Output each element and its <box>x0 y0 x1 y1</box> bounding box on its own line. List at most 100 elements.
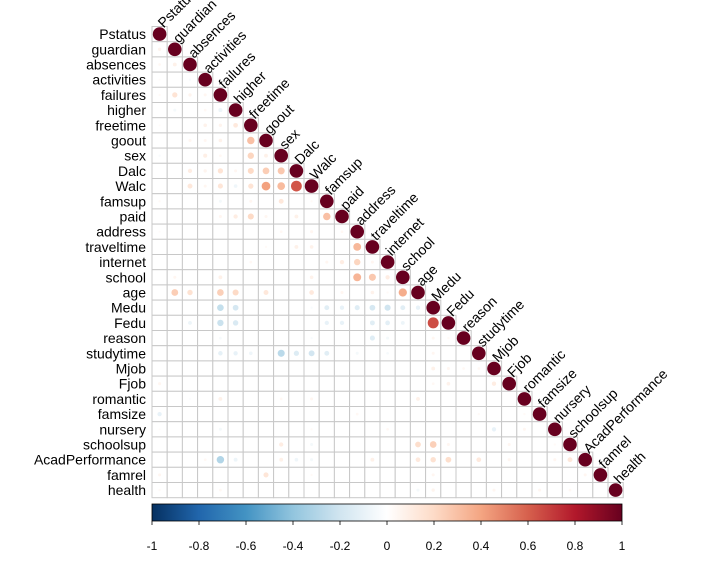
correlation-point <box>487 361 501 376</box>
grid-cell <box>303 406 320 423</box>
correlation-point <box>491 381 497 386</box>
grid-cell <box>394 375 411 392</box>
correlation-point <box>158 154 161 157</box>
grid-cell <box>516 466 533 483</box>
correlation-point <box>310 230 314 234</box>
correlation-point <box>324 320 329 326</box>
grid-cell <box>227 254 244 271</box>
grid-cell <box>151 451 168 468</box>
grid-cell <box>181 299 199 316</box>
grid-cell <box>531 451 548 468</box>
grid-cell <box>333 345 351 362</box>
correlation-point <box>233 184 238 188</box>
correlation-point <box>173 275 177 279</box>
grid-cell <box>227 436 244 453</box>
grid-cell <box>455 421 472 438</box>
grid-cell <box>349 482 366 499</box>
grid-cell <box>425 421 442 438</box>
correlation-point <box>188 78 192 81</box>
colorbar-gradient <box>151 503 623 522</box>
grid-cell <box>166 162 183 180</box>
grid-cell <box>242 406 259 423</box>
grid-cell <box>166 406 183 423</box>
correlation-point <box>430 456 436 463</box>
correlation-point <box>279 457 284 462</box>
grid-cell <box>181 345 199 362</box>
grid-cell <box>364 466 381 483</box>
grid-cell <box>455 375 472 392</box>
grid-cell <box>394 421 411 438</box>
grid-cell <box>197 330 214 347</box>
grid-cell <box>470 390 487 407</box>
correlation-point <box>259 133 273 148</box>
grid-cell <box>288 314 305 331</box>
grid-cell <box>531 421 548 438</box>
correlation-point <box>203 169 207 173</box>
correlation-point <box>157 47 162 51</box>
grid-cell <box>181 406 199 423</box>
grid-cell <box>166 117 183 134</box>
grid-cell <box>166 132 183 149</box>
grid-cell <box>440 345 457 362</box>
grid-cell <box>333 466 351 483</box>
grid-cell <box>516 451 533 468</box>
correlation-point <box>278 198 284 204</box>
grid-cell <box>333 406 351 423</box>
grid-cell <box>440 421 457 438</box>
grid-cell <box>318 436 335 453</box>
grid-cell <box>197 375 214 392</box>
grid-cell <box>394 482 411 499</box>
grid-cell <box>166 208 183 225</box>
grid-cell <box>227 406 244 423</box>
correlation-point <box>563 437 577 452</box>
grid-cell <box>181 208 199 225</box>
grid-cell <box>349 421 366 438</box>
grid-cell <box>151 254 168 271</box>
correlation-point <box>158 124 161 127</box>
correlation-point <box>218 275 223 280</box>
correlation-point <box>431 382 435 386</box>
correlation-point <box>219 154 222 158</box>
grid-cell <box>379 390 396 407</box>
grid-cell <box>318 466 335 483</box>
correlation-point <box>492 488 496 492</box>
correlation-point <box>219 336 222 340</box>
correlation-point <box>431 336 435 340</box>
grid-cell <box>379 436 396 453</box>
correlation-point <box>507 442 511 447</box>
correlation-point <box>232 320 239 326</box>
grid-cell <box>440 466 457 483</box>
grid-cell <box>197 436 214 453</box>
correlation-point <box>340 290 344 295</box>
row-label: Fjob <box>119 376 146 392</box>
correlation-point <box>310 458 314 462</box>
correlation-point <box>354 305 360 311</box>
correlation-point <box>279 397 283 401</box>
grid-cell <box>242 390 259 407</box>
grid-cell <box>166 223 183 240</box>
grid-cell <box>501 421 518 438</box>
grid-cell <box>227 238 244 256</box>
correlation-point <box>203 138 207 143</box>
grid-cell <box>501 390 518 407</box>
correlation-point <box>183 57 197 72</box>
grid-cell <box>349 314 366 331</box>
correlation-point <box>218 138 223 143</box>
correlation-point <box>324 350 330 356</box>
grid-cell <box>409 360 427 377</box>
grid-cell <box>288 375 305 392</box>
grid-cell <box>485 406 503 423</box>
correlation-point <box>385 275 390 280</box>
grid-cell <box>379 375 396 392</box>
colorbar-tick-label: -0.6 <box>236 539 257 553</box>
grid-cell <box>212 238 229 256</box>
grid-cell <box>288 223 305 240</box>
row-label: paid <box>120 209 146 225</box>
correlation-point <box>203 184 207 188</box>
row-label: Medu <box>111 300 146 316</box>
correlation-point <box>386 291 389 294</box>
grid-cell <box>364 406 381 423</box>
grid-cell <box>333 330 351 347</box>
colorbar-tick-label: 0 <box>384 539 391 553</box>
grid-cell <box>409 330 427 347</box>
